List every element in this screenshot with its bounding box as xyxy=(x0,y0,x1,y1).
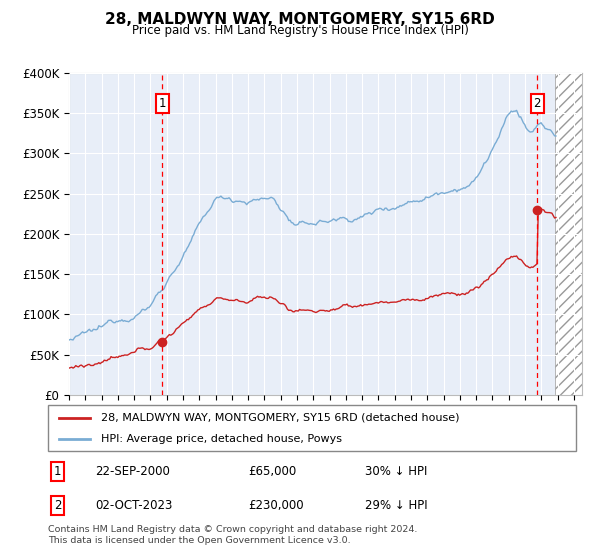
Text: 28, MALDWYN WAY, MONTGOMERY, SY15 6RD: 28, MALDWYN WAY, MONTGOMERY, SY15 6RD xyxy=(105,12,495,27)
Bar xyxy=(555,73,582,395)
Text: 28, MALDWYN WAY, MONTGOMERY, SY15 6RD (detached house): 28, MALDWYN WAY, MONTGOMERY, SY15 6RD (d… xyxy=(101,413,460,423)
Text: £230,000: £230,000 xyxy=(248,499,304,512)
Text: £65,000: £65,000 xyxy=(248,465,297,478)
Text: 02-OCT-2023: 02-OCT-2023 xyxy=(95,499,173,512)
Text: 1: 1 xyxy=(158,97,166,110)
Text: 29% ↓ HPI: 29% ↓ HPI xyxy=(365,499,427,512)
Text: Price paid vs. HM Land Registry's House Price Index (HPI): Price paid vs. HM Land Registry's House … xyxy=(131,24,469,36)
Text: 1: 1 xyxy=(54,465,61,478)
Text: 22-SEP-2000: 22-SEP-2000 xyxy=(95,465,170,478)
Text: HPI: Average price, detached house, Powys: HPI: Average price, detached house, Powy… xyxy=(101,435,342,444)
Bar xyxy=(555,73,582,395)
Text: 2: 2 xyxy=(54,499,61,512)
Text: 2: 2 xyxy=(533,97,541,110)
Text: Contains HM Land Registry data © Crown copyright and database right 2024.
This d: Contains HM Land Registry data © Crown c… xyxy=(48,525,418,545)
Text: 30% ↓ HPI: 30% ↓ HPI xyxy=(365,465,427,478)
